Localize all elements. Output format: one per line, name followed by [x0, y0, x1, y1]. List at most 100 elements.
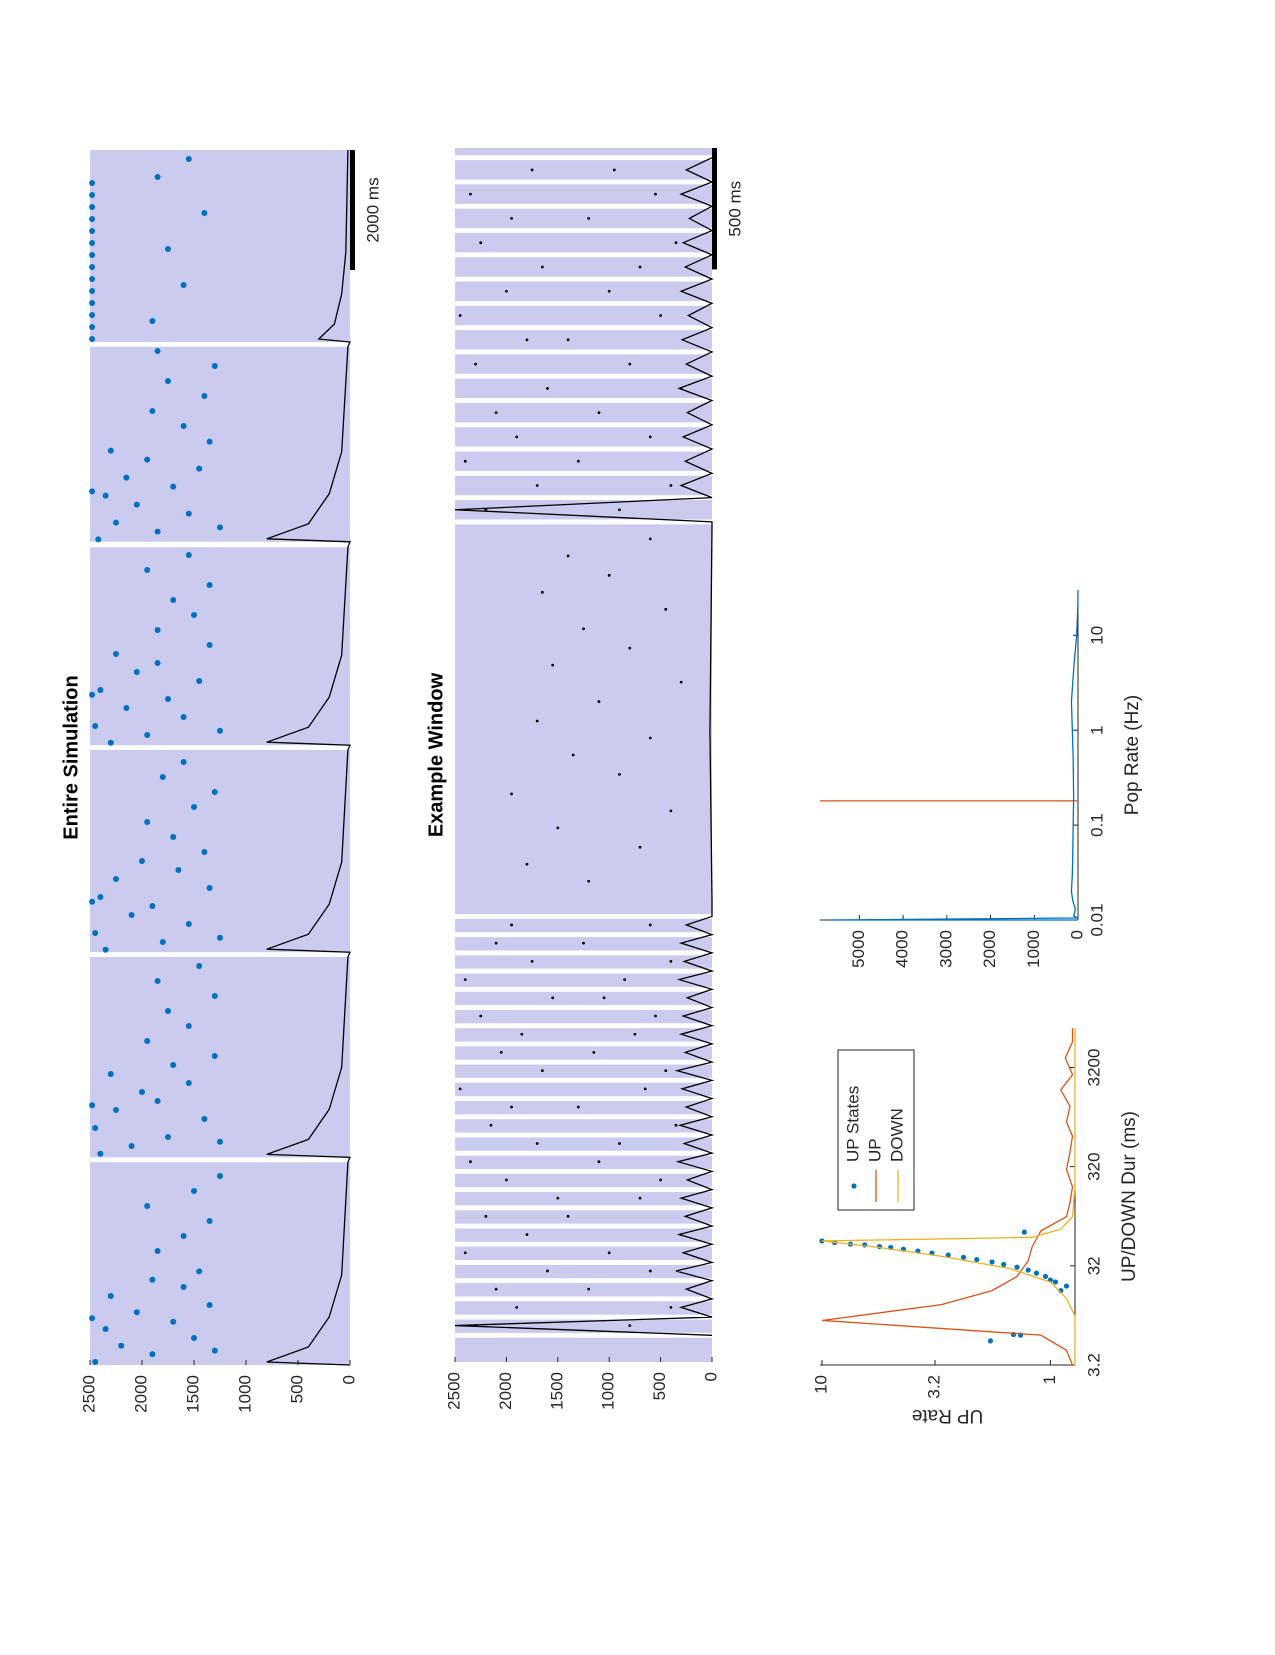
x-tick-label: 320 — [1084, 1152, 1103, 1180]
data-point — [463, 459, 467, 463]
data-point — [95, 536, 102, 543]
data-point — [149, 903, 156, 909]
data-point — [180, 1233, 187, 1239]
data-point — [123, 705, 130, 711]
data-point — [628, 646, 632, 650]
data-point — [211, 789, 218, 795]
down-state — [455, 422, 712, 428]
data-point — [474, 362, 477, 366]
down-state — [455, 470, 712, 476]
plot-background — [90, 150, 350, 1365]
data-point — [206, 1302, 213, 1308]
data-point — [648, 736, 652, 740]
data-point — [144, 567, 151, 573]
data-point — [540, 1069, 544, 1073]
data-point — [1021, 1229, 1027, 1235]
data-point — [185, 552, 192, 558]
y-tick-label: 1 — [1040, 1375, 1059, 1384]
down-state — [90, 952, 350, 957]
data-point — [535, 1142, 539, 1145]
data-point — [89, 204, 96, 210]
data-point — [469, 192, 472, 196]
data-line — [828, 589, 1079, 921]
data-point — [607, 289, 611, 293]
data-point — [648, 435, 652, 439]
data-point — [170, 483, 177, 490]
data-point — [638, 265, 642, 269]
chart-title: Example Window — [425, 672, 447, 837]
data-point — [463, 978, 467, 981]
data-point — [206, 438, 213, 445]
down-state — [455, 1005, 712, 1010]
down-state — [455, 373, 712, 379]
data-point — [674, 241, 678, 245]
data-point — [97, 687, 104, 693]
data-point — [89, 691, 96, 698]
data-point — [165, 696, 171, 702]
data-point — [159, 939, 166, 945]
down-state — [455, 932, 712, 938]
down-state — [455, 300, 712, 306]
data-point — [89, 336, 96, 342]
data-point — [654, 192, 657, 196]
data-point — [551, 996, 555, 1000]
data-point — [89, 1102, 96, 1109]
down-state — [455, 1205, 712, 1211]
down-state — [455, 1041, 712, 1047]
data-point — [154, 627, 161, 633]
data-point — [159, 774, 166, 780]
data-point — [669, 809, 673, 813]
down-state — [455, 986, 712, 992]
data-point — [196, 963, 203, 969]
data-point — [97, 894, 104, 900]
data-point — [191, 612, 197, 618]
data-line — [266, 149, 351, 1366]
data-point — [597, 411, 601, 415]
down-state — [90, 342, 350, 347]
data-point — [113, 519, 119, 526]
down-state — [455, 228, 712, 233]
data-point — [165, 378, 171, 384]
data-point — [89, 1315, 96, 1322]
data-point — [139, 858, 145, 864]
chart-title: Entire Simulation — [60, 675, 82, 839]
x-tick-label: 0.01 — [1087, 903, 1106, 936]
data-point — [196, 465, 203, 472]
y-tick-label: 2000 — [496, 1372, 515, 1410]
data-point — [133, 669, 140, 675]
data-line — [454, 157, 715, 1336]
data-point — [1063, 1283, 1070, 1289]
data-point — [206, 582, 213, 588]
down-state — [455, 1077, 712, 1083]
data-point — [520, 1032, 524, 1036]
legend-box — [837, 1049, 915, 1211]
y-tick-label: 10 — [811, 1375, 830, 1394]
data-point — [494, 411, 498, 415]
data-point — [211, 1053, 218, 1059]
data-point — [211, 1347, 218, 1354]
x-axis-label: UP/DOWN Dur (ms) — [1119, 1111, 1140, 1282]
data-point — [107, 447, 114, 454]
data-point — [974, 1256, 980, 1263]
data-point — [206, 1218, 213, 1224]
data-point — [576, 459, 580, 463]
data-point — [628, 1324, 632, 1327]
down-state — [455, 252, 712, 258]
data-point — [499, 1051, 503, 1054]
data-point — [618, 1142, 621, 1145]
data-point — [623, 978, 627, 981]
data-point — [206, 885, 213, 891]
data-point — [1001, 1261, 1007, 1268]
data-point — [113, 1107, 119, 1113]
y-tick-label: 1500 — [547, 1372, 566, 1410]
data-point — [102, 946, 109, 953]
data-point — [191, 804, 197, 810]
y-tick-label: 1000 — [1024, 930, 1043, 968]
down-state — [455, 1223, 712, 1229]
data-point — [628, 362, 632, 366]
data-point — [97, 1150, 104, 1157]
legend-label: DOWN — [887, 1108, 906, 1162]
data-point — [113, 876, 119, 882]
y-tick-label: 3000 — [936, 930, 955, 968]
data-point — [510, 217, 513, 220]
